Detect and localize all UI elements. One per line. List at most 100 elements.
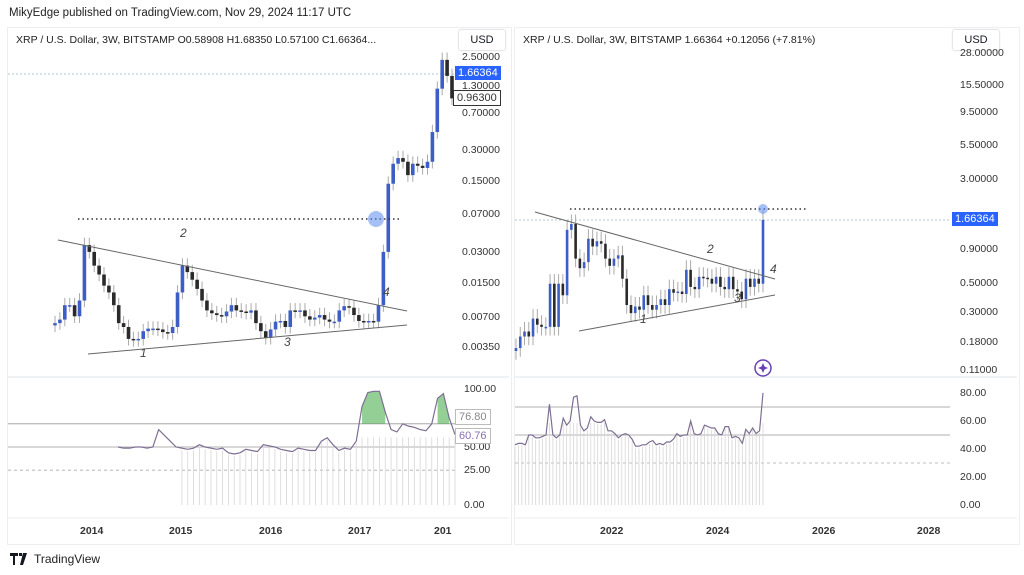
candle-bullish	[514, 348, 518, 352]
footer-brand: TradingView	[34, 552, 101, 566]
tradingview-footer[interactable]: TradingView	[10, 552, 100, 566]
candle-bullish	[548, 283, 552, 327]
candle-bullish	[612, 258, 616, 266]
wave-label-4: 4	[770, 262, 777, 276]
candle-bearish	[112, 292, 116, 306]
price-axis-tick: 3.00000	[960, 173, 998, 185]
candle-bullish	[386, 183, 391, 252]
right-currency-button[interactable]: USD	[952, 29, 1000, 51]
current-price-label: 1.66364	[952, 212, 998, 226]
candle-bearish	[672, 289, 675, 293]
candle-bearish	[629, 305, 633, 314]
candle-bearish	[638, 306, 641, 310]
trendline	[57, 239, 408, 312]
candle-bullish	[312, 317, 317, 320]
candle-bullish	[136, 338, 141, 341]
candle-bearish	[740, 291, 744, 300]
candle-bullish	[557, 283, 560, 327]
candle-bullish	[288, 310, 293, 327]
candle-bearish	[259, 323, 263, 332]
price-axis-tick: 2.50000	[462, 51, 500, 63]
breakout-marker	[758, 204, 768, 214]
wave-label-1: 1	[640, 312, 647, 326]
candle-bearish	[200, 288, 204, 301]
candle-bearish	[621, 255, 624, 279]
left-currency-button[interactable]: USD	[458, 29, 506, 51]
candle-bearish	[646, 295, 650, 306]
candle-bearish	[102, 274, 106, 286]
price-axis-tick: 0.15000	[462, 175, 500, 187]
candle-bearish	[710, 278, 714, 284]
candle-bearish	[357, 315, 361, 321]
candle-bearish	[92, 251, 97, 266]
candle-bullish	[298, 310, 302, 312]
time-axis-tick: 2022	[600, 525, 624, 537]
candle-bearish	[195, 279, 199, 289]
candle-bearish	[161, 329, 165, 333]
right-chart-panel[interactable]	[514, 27, 1020, 545]
indicator-axis-tick: 100.00	[464, 383, 497, 395]
price-axis-tick: 0.00350	[462, 341, 500, 353]
overbought-fill	[437, 393, 450, 424]
candle-bearish	[578, 258, 582, 269]
candle-bearish	[371, 320, 376, 323]
candle-bullish	[531, 318, 535, 337]
candle-bullish	[170, 326, 175, 334]
price-axis-tick: 0.18000	[960, 336, 998, 348]
candle-bullish	[175, 292, 180, 327]
candle-bullish	[430, 132, 435, 162]
candle-bearish	[322, 315, 327, 320]
candle-bullish	[376, 305, 381, 322]
candle-bullish	[727, 276, 731, 290]
candle-bullish	[697, 276, 701, 290]
candle-bearish	[599, 241, 603, 244]
candle-bullish	[753, 278, 756, 287]
candle-bearish	[736, 289, 739, 292]
candle-bearish	[591, 238, 594, 247]
trendline	[87, 324, 408, 355]
price-axis-tick: 0.50000	[960, 277, 998, 289]
candle-bearish	[234, 305, 239, 311]
candle-bullish	[595, 241, 599, 247]
candle-bullish	[425, 161, 430, 168]
candle-bullish	[58, 319, 62, 324]
indicator-axis-tick: 40.00	[960, 443, 987, 455]
candle-bearish	[719, 276, 722, 287]
price-axis-tick: 0.01500	[462, 277, 500, 289]
candle-bullish	[273, 321, 278, 330]
candle-bearish	[361, 320, 366, 323]
time-axis-tick: 2028	[917, 525, 941, 537]
price-axis-tick: 5.50000	[960, 139, 998, 151]
candle-bullish	[714, 276, 718, 284]
indicator-value-label: 60.76	[455, 428, 491, 444]
candle-bearish	[706, 277, 709, 280]
candle-bearish	[165, 332, 170, 334]
tradingview-logo-icon	[10, 553, 27, 565]
sparkle-icon	[758, 363, 768, 373]
candle-bullish	[141, 331, 146, 339]
candle-bearish	[406, 161, 410, 176]
candle-bullish	[616, 255, 620, 259]
candle-bullish	[224, 311, 229, 317]
time-axis-tick: 2016	[259, 525, 283, 537]
time-axis-tick: 2014	[80, 525, 104, 537]
candle-bullish	[761, 219, 765, 284]
candle-bullish	[440, 59, 444, 89]
indicator-axis-tick: 25.00	[464, 464, 491, 476]
overbought-fill	[362, 391, 386, 424]
indicator-axis-tick: 0.00	[960, 499, 981, 511]
candle-bearish	[210, 310, 214, 314]
candle-bearish	[156, 328, 160, 331]
indicator-axis-tick: 0.00	[464, 499, 485, 511]
candle-bearish	[527, 331, 531, 337]
indicator-axis-tick: 80.00	[960, 387, 987, 399]
candle-bullish	[633, 306, 637, 314]
candle-bearish	[415, 163, 420, 166]
candle-bearish	[239, 310, 244, 312]
wave-label-1: 1	[140, 346, 147, 360]
candle-bullish	[337, 310, 342, 322]
left-chart-panel[interactable]	[7, 27, 512, 545]
candle-bearish	[308, 316, 312, 320]
wave-label-2: 2	[706, 242, 714, 256]
